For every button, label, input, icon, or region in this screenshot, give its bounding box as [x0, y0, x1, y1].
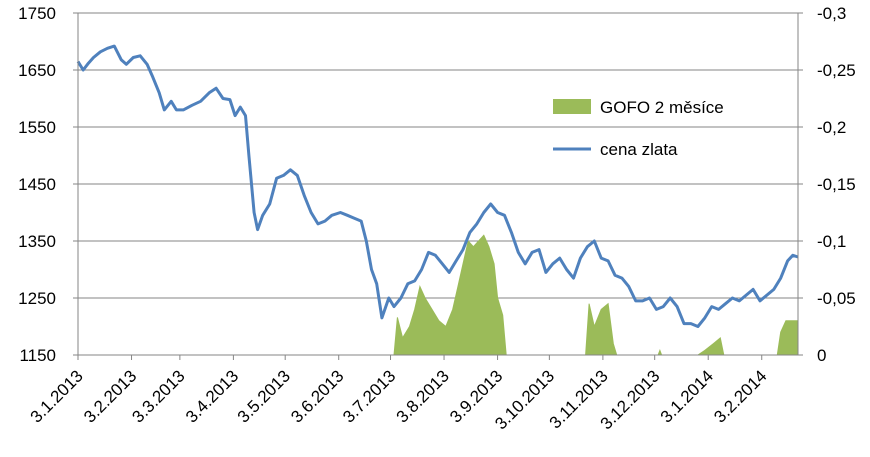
legend-gofo-swatch	[553, 99, 591, 114]
right-tick-label: -0,1	[817, 232, 846, 251]
x-tick-label: 3.4.2013	[182, 366, 242, 426]
legend-gofo-label: GOFO 2 měsíce	[600, 98, 724, 117]
left-tick-label: 1150	[19, 346, 56, 365]
left-tick-label: 1750	[18, 4, 56, 23]
x-tick-label: 3.5.2013	[234, 366, 294, 426]
left-tick-label: 1650	[18, 61, 56, 80]
x-tick-label: 3.2.2013	[80, 366, 140, 426]
gold-price-line	[76, 44, 799, 328]
x-tick-label: 3.1.2013	[27, 366, 87, 426]
x-tick-label: 3.7.2013	[339, 366, 399, 426]
left-tick-label: 1450	[18, 175, 56, 194]
legend-gold-label: cena zlata	[600, 140, 678, 159]
axes	[73, 12, 803, 360]
x-tick-label: 3.8.2013	[393, 366, 453, 426]
left-tick-label: 1550	[18, 118, 56, 137]
gridlines	[78, 12, 798, 299]
gold-price-series	[76, 44, 799, 328]
left-tick-label: 1250	[18, 289, 56, 308]
right-tick-label: 0	[817, 346, 826, 365]
x-tick-label: 3.3.2013	[128, 366, 188, 426]
right-tick-label: -0,2	[817, 118, 846, 137]
gofo-series	[78, 234, 799, 356]
gofo-area	[78, 234, 799, 356]
x-tick-label: 3.2.2014	[710, 366, 770, 426]
legend: GOFO 2 měsíce cena zlata	[553, 98, 724, 159]
x-tick-label: 3.6.2013	[287, 366, 347, 426]
right-tick-label: -0,3	[817, 4, 846, 23]
left-axis-ticks: 1750 1650 1550 1450 1350 1250 1150	[18, 4, 56, 365]
right-tick-label: -0,25	[817, 61, 856, 80]
right-tick-label: -0,15	[817, 175, 856, 194]
right-tick-label: -0,05	[817, 289, 856, 308]
x-tick-label: 3.1.2014	[657, 366, 717, 426]
left-tick-label: 1350	[18, 232, 56, 251]
right-axis-ticks: -0,3 -0,25 -0,2 -0,15 -0,1 -0,05 0	[817, 4, 856, 365]
x-axis-ticks: 3.1.20133.2.20133.3.20133.4.20133.5.2013…	[27, 366, 771, 433]
